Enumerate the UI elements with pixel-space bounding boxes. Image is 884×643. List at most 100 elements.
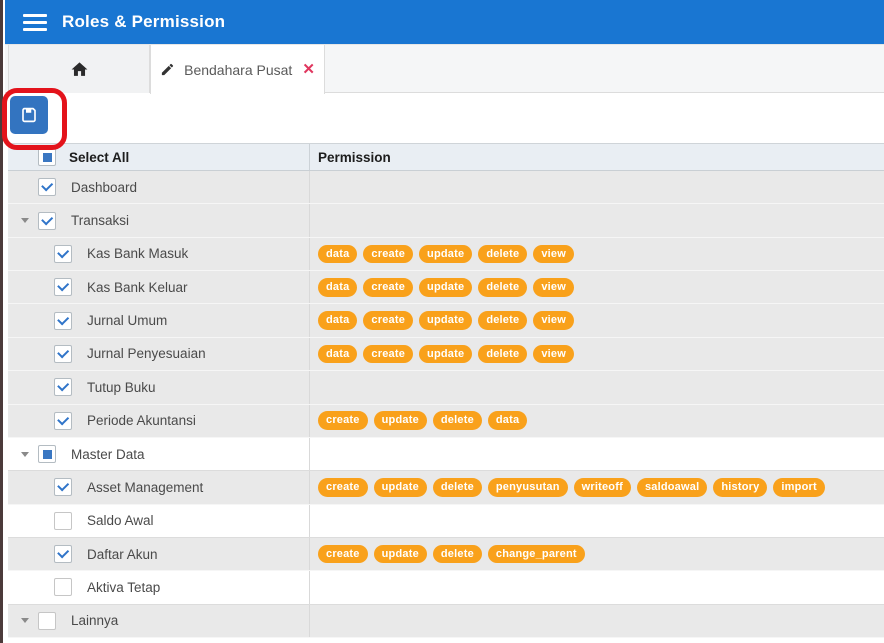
permission-cell: data create update delete view — [310, 238, 884, 270]
row-checkbox[interactable] — [38, 211, 56, 230]
row-checkbox[interactable] — [54, 511, 72, 530]
page-title: Roles & Permission — [62, 12, 226, 31]
select-all-label: Select All — [69, 149, 130, 165]
permission-cell: create update delete change_parent — [310, 538, 884, 570]
module-cell: Kas Bank Masuk — [8, 237, 310, 271]
permission-badge: data — [318, 311, 358, 330]
permission-badge: saldoawal — [636, 478, 708, 497]
row-checkbox[interactable] — [54, 278, 72, 297]
app-bar: Roles & Permission — [5, 0, 884, 44]
table-row: Aktiva Tetap — [8, 571, 884, 605]
row-checkbox[interactable] — [38, 611, 56, 630]
module-cell: Aktiva Tetap — [8, 571, 310, 604]
module-cell: Daftar Akun — [8, 537, 310, 571]
permission-badge: view — [533, 344, 574, 364]
row-checkbox[interactable] — [54, 378, 72, 397]
row-checkbox[interactable] — [54, 311, 72, 330]
row-checkbox[interactable] — [38, 445, 56, 464]
permission-badge: delete — [432, 544, 482, 564]
permission-badge: delete — [478, 244, 528, 264]
permission-badge: update — [419, 278, 473, 297]
permission-cell: data create update delete view — [310, 338, 884, 370]
table-row: Tutup Buku — [8, 371, 884, 405]
module-label: Lainnya — [71, 613, 119, 629]
toolbar — [2, 88, 884, 150]
permission-badge: data — [487, 411, 528, 430]
table-row: Transaksi — [8, 204, 884, 238]
permission-badge: create — [318, 544, 368, 564]
pencil-icon — [161, 63, 174, 76]
row-checkbox[interactable] — [54, 411, 72, 430]
permission-cell — [310, 204, 884, 236]
home-icon — [71, 61, 87, 76]
module-cell: Asset Management — [8, 471, 310, 504]
module-label: Kas Bank Masuk — [87, 246, 189, 262]
table-row: Kas Bank Masuk data create update delete vie… — [8, 237, 884, 272]
permission-cell: create update delete data — [310, 405, 884, 437]
module-label: Transaksi — [71, 213, 130, 229]
table-row: Jurnal Penyesuaian data create update delet… — [8, 337, 884, 372]
row-checkbox[interactable] — [54, 545, 72, 564]
permission-badge: delete — [478, 278, 528, 297]
table-row: Kas Bank Keluar data create update delete vi… — [8, 271, 884, 305]
permission-cell — [310, 605, 884, 637]
permission-badge: create — [363, 311, 414, 330]
permission-badge: change_parent — [487, 544, 585, 564]
module-cell: Periode Akuntansi — [8, 404, 310, 437]
table-row: Lainnya — [8, 604, 884, 639]
table-body: Dashboard Transaksi Kas Bank Masuk data c… — [8, 171, 884, 639]
permission-badge: data — [318, 244, 358, 264]
permission-badge: data — [318, 278, 358, 297]
select-all-checkbox[interactable] — [38, 148, 56, 166]
module-cell: Dashboard — [8, 171, 310, 204]
table-row: Saldo Awal — [8, 504, 884, 538]
row-checkbox[interactable] — [54, 478, 72, 497]
permission-badge: update — [373, 478, 427, 497]
table-row: Master Data — [8, 437, 884, 472]
permission-badge: data — [318, 344, 358, 364]
tab-bendahara-pusat[interactable]: Bendahara Pusat ✕ — [150, 45, 325, 94]
module-label: Jurnal Umum — [87, 313, 168, 329]
permission-badge: delete — [432, 411, 482, 430]
permission-badge: create — [363, 278, 414, 297]
permission-badge: delete — [478, 311, 528, 330]
row-checkbox[interactable] — [54, 244, 72, 263]
close-tab-icon[interactable]: ✕ — [302, 61, 315, 78]
row-checkbox[interactable] — [54, 578, 72, 597]
permission-badge: import — [773, 478, 825, 497]
module-label: Tutup Buku — [87, 379, 156, 395]
module-label: Master Data — [71, 446, 145, 462]
save-button[interactable] — [10, 96, 48, 134]
row-checkbox[interactable] — [54, 344, 72, 363]
expander-chevron-down-icon[interactable] — [21, 218, 29, 224]
window-left-edge — [0, 0, 3, 643]
permission-badge: view — [533, 278, 574, 297]
tab-home[interactable] — [8, 45, 150, 93]
row-checkbox[interactable] — [38, 178, 56, 197]
permission-cell — [310, 371, 884, 403]
permission-cell — [310, 438, 884, 470]
table-row: Jurnal Umum data create update delete view — [8, 304, 884, 338]
permission-badge: view — [533, 244, 574, 264]
permission-cell — [310, 505, 884, 537]
permission-badge: update — [373, 411, 427, 430]
permission-cell: data create update delete view — [310, 304, 884, 336]
hamburger-menu-icon[interactable] — [23, 13, 47, 31]
permission-badge: create — [318, 411, 368, 430]
expander-chevron-down-icon[interactable] — [21, 618, 29, 624]
expander-chevron-down-icon[interactable] — [21, 451, 29, 457]
permission-header-cell: Permission — [310, 144, 884, 170]
module-label: Asset Management — [87, 479, 204, 495]
module-label: Jurnal Penyesuaian — [87, 346, 206, 362]
permission-badge: update — [419, 344, 473, 364]
module-label: Saldo Awal — [87, 513, 154, 529]
permission-header-label: Permission — [318, 149, 391, 165]
permission-cell: data create update delete view — [310, 271, 884, 303]
tab-label: Bendahara Pusat — [184, 61, 293, 78]
module-cell: Transaksi — [8, 204, 310, 237]
module-cell: Master Data — [8, 437, 310, 471]
table-row: Asset Management create update delete penyu… — [8, 471, 884, 505]
table-row: Daftar Akun create update delete change_par… — [8, 537, 884, 572]
permission-badge: view — [533, 311, 574, 330]
module-cell: Jurnal Penyesuaian — [8, 337, 310, 371]
